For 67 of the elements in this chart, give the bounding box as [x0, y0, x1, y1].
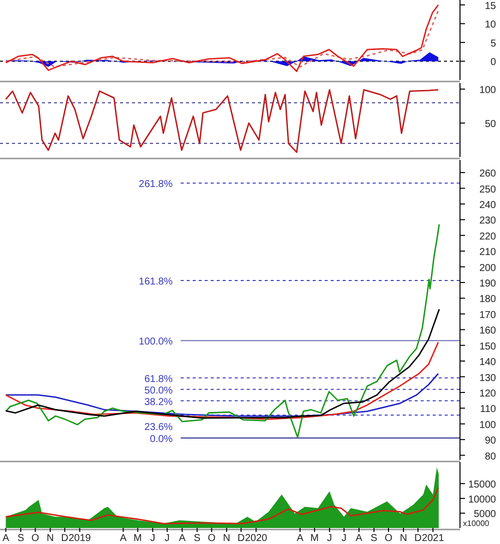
- x-tick-label: N: [223, 533, 230, 544]
- x-tick-label: M: [134, 533, 142, 544]
- y-tick-label: 150: [479, 341, 496, 352]
- x-tick-label: D: [61, 533, 68, 544]
- y-tick-label: 160: [479, 326, 496, 337]
- x-tick-label: S: [370, 533, 378, 544]
- x-tick-label: J: [342, 533, 347, 544]
- annotation: 0.0%: [150, 434, 173, 446]
- y-tick-label: 220: [479, 231, 496, 242]
- x-tick-label: D: [414, 533, 422, 544]
- x-tick-label: A: [178, 533, 186, 544]
- x-tick-label: A: [356, 533, 363, 544]
- y-tick-label: 120: [479, 388, 496, 400]
- line-series: [5, 372, 439, 417]
- x-tick-label: S: [194, 533, 201, 544]
- x-tick-label: J: [164, 533, 170, 544]
- annotation: 23.6%: [144, 422, 173, 434]
- y-tick-label: 260: [479, 168, 496, 180]
- y-tick-label: 250: [479, 184, 496, 196]
- y-tick-label: 10: [484, 20, 496, 31]
- text: x10000: [463, 519, 490, 528]
- y-tick-label: 5000: [474, 509, 496, 520]
- annotation: 61.8%: [144, 374, 173, 385]
- y-tick-label: 130: [479, 372, 496, 384]
- y-tick-label: 170: [479, 310, 496, 321]
- x-tick-label: O: [208, 533, 216, 544]
- y-tick-label: 15: [484, 0, 496, 12]
- y-tick-label: 100: [479, 85, 496, 96]
- x-tick-label: J: [327, 533, 332, 544]
- x-tick-label: M: [310, 533, 319, 544]
- x-tick-label: N: [46, 533, 54, 544]
- y-tick-label: 190: [479, 278, 496, 290]
- y-tick-label: 230: [479, 216, 496, 227]
- x-tick-label: O: [31, 533, 40, 544]
- x-tick-label: 2019: [68, 533, 92, 544]
- x-tick-label: S: [17, 533, 24, 544]
- line-series: [5, 487, 439, 524]
- y-tick-label: 180: [479, 294, 496, 306]
- y-tick-label: 0: [490, 57, 496, 68]
- annotation: 100.0%: [138, 336, 173, 348]
- annotation: 50.0%: [144, 385, 173, 396]
- line-series: [5, 308, 440, 419]
- x-tick-label: A: [2, 533, 10, 544]
- x-tick-label: A: [120, 533, 127, 544]
- y-tick-label: 200: [479, 262, 496, 274]
- y-tick-label: 50: [484, 119, 496, 130]
- y-tick-label: 240: [479, 200, 496, 211]
- x-tick-label: D: [237, 533, 245, 544]
- y-tick-label: 10000: [468, 494, 496, 506]
- annotation: 261.8%: [138, 179, 173, 190]
- y-tick-label: 15000: [468, 480, 496, 491]
- y-tick-label: 5: [490, 38, 496, 50]
- y-tick-label: 140: [479, 357, 496, 368]
- x-tick-label: 2020: [244, 533, 268, 544]
- x-tick-label: N: [400, 533, 408, 544]
- x-tick-label: A: [296, 533, 304, 544]
- annotation: 38.2%: [144, 396, 173, 408]
- annotation: 161.8%: [138, 276, 173, 288]
- y-tick-label: 80: [484, 451, 496, 462]
- y-tick-label: 210: [479, 247, 496, 258]
- y-tick-label: 100: [479, 420, 496, 431]
- y-tick-label: 90: [484, 436, 496, 447]
- x-tick-label: O: [384, 533, 393, 544]
- x-tick-label: 2021: [422, 533, 444, 544]
- x-tick-label: J: [150, 533, 156, 544]
- y-tick-label: 110: [480, 404, 496, 416]
- line-series: [5, 89, 439, 153]
